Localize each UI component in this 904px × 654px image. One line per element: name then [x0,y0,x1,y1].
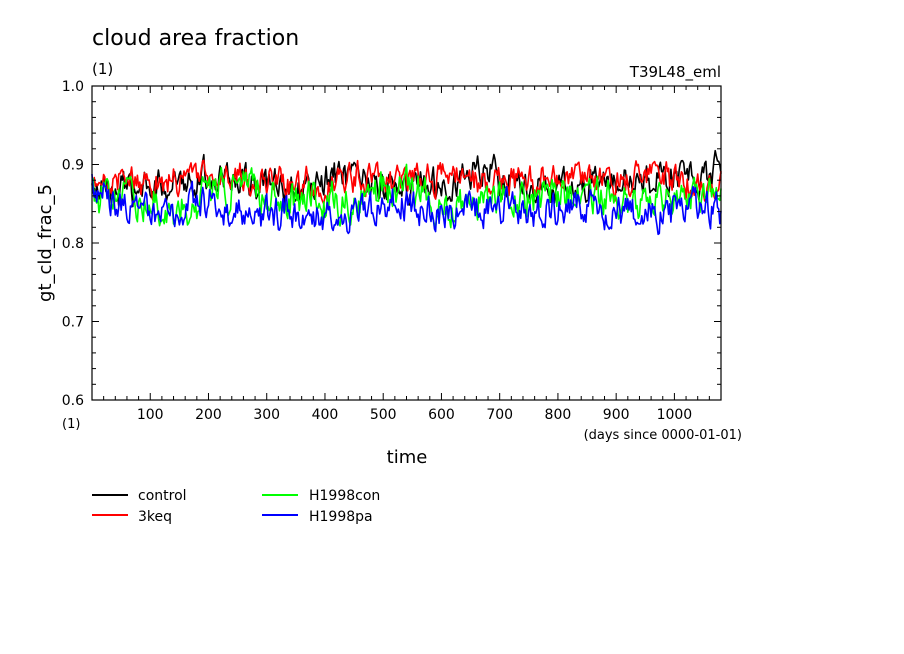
x-tick-label: 800 [545,407,572,423]
y-tick-label: 0.6 [62,393,84,409]
series-line-3keq [91,159,722,205]
x-tick-label: 300 [253,407,280,423]
y-units-label: (1) [62,417,80,432]
x-tick-label: 100 [137,407,164,423]
legend-item-h1998con: H1998con [262,488,380,504]
y-tick-label: 1.0 [62,79,84,95]
y-axis-label: gt_cld_frac_5 [35,184,56,302]
x-tick-label: 200 [195,407,222,423]
x-tick-label: 900 [603,407,630,423]
y-tick-label: 0.9 [62,158,84,174]
series-line-h1998pa [91,173,722,236]
legend-label-h1998pa: H1998pa [309,509,373,525]
legend-item-3keq: 3keq [92,509,172,525]
tick-layer: 100 200 300 400 500 600 700 800 900 1000 0.6 0.7 0.8… [62,79,721,423]
x-tick-label: 500 [370,407,397,423]
legend-label-3keq: 3keq [138,509,172,525]
experiment-label: T39L48_eml [629,63,721,82]
chart-title: cloud area fraction [92,26,299,51]
plot-frame [91,85,722,401]
x-tick-label: 600 [428,407,455,423]
x-tick-label: 400 [312,407,339,423]
legend-item-h1998pa: H1998pa [262,509,373,525]
series-line-h1998con [91,163,722,229]
legend-item-control: control [92,488,187,504]
series-layer [91,149,722,236]
y-tick-label: 0.8 [62,236,84,252]
legend-label-h1998con: H1998con [309,488,380,504]
chart-units: (1) [92,60,113,78]
x-axis-label: time [387,447,428,468]
legend-label-control: control [138,488,187,504]
x-units-label: (days since 0000-01-01) [584,428,742,443]
x-tick-label: 1000 [657,407,693,423]
y-tick-label: 0.7 [62,315,84,331]
legend: control 3keq H1998con H1998pa [92,488,380,525]
x-tick-label: 700 [486,407,513,423]
